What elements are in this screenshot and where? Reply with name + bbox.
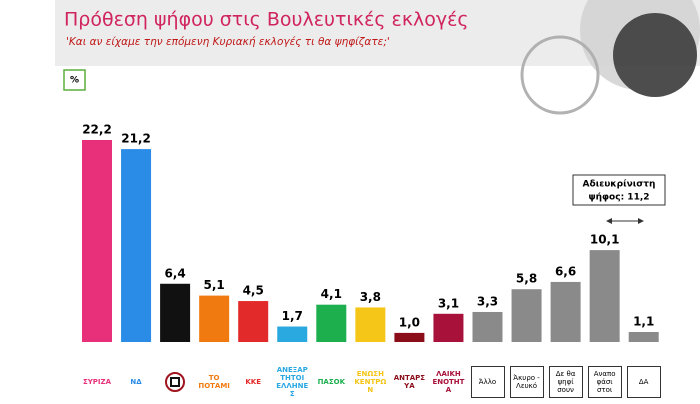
- chart-subtitle: 'Και αν είχαμε την επόμενη Κυριακή εκλογ…: [66, 36, 390, 48]
- bar: [394, 332, 425, 342]
- value-label: 4,1: [321, 287, 342, 301]
- value-label: 1,1: [633, 314, 654, 328]
- bar: [82, 140, 112, 342]
- value-label: 1,7: [282, 309, 303, 323]
- category-label: ΕΝΩΣΗ ΚΕΝΤΡΩΝ: [354, 370, 387, 394]
- unit-label: %: [70, 76, 79, 86]
- bar: [355, 307, 386, 342]
- category-label: ΑΝΕΞΑΡΤΗΤΟΙ ΕΛΛΗΝΕΣ: [276, 366, 309, 398]
- bar: [316, 304, 347, 342]
- bar: [589, 250, 620, 342]
- category-label: ΛΑΙΚΗ ΕΝΟΤΗΤΑ: [432, 370, 465, 394]
- value-label: 10,1: [590, 233, 620, 247]
- annotation: ψήφος: 11,2: [588, 193, 649, 203]
- category-label: ΝΔ: [130, 378, 142, 386]
- category-label: Δε θα ψηφί σουν: [548, 366, 583, 398]
- value-label: 21,2: [121, 132, 151, 146]
- bar: [550, 281, 581, 342]
- bar: [160, 283, 191, 342]
- category-label: ΠΑΣΟΚ: [317, 378, 346, 386]
- bar: [238, 301, 269, 342]
- bar: [277, 326, 308, 342]
- category-label: ΤΟ ΠΟΤΑΜΙ: [198, 374, 230, 390]
- value-label: 3,3: [477, 294, 498, 308]
- value-label: 4,5: [243, 284, 264, 298]
- value-label: 1,0: [399, 315, 420, 329]
- category-label: ΑΝΤΑΡΣΥΑ: [393, 374, 426, 390]
- bar: [199, 295, 230, 342]
- logo: [165, 372, 186, 392]
- category-label: ΚΚΕ: [245, 378, 261, 386]
- annotation-arrow: [606, 218, 644, 224]
- bar: [472, 311, 503, 342]
- header-decoration: [520, 0, 700, 115]
- bar: [628, 331, 659, 342]
- category-label: Άλλο: [470, 366, 505, 398]
- category-label: ΔΑ: [626, 366, 661, 398]
- annotation-box: [572, 174, 666, 206]
- value-label: 22,2: [82, 123, 112, 137]
- bar: [511, 289, 542, 342]
- chart-title: Πρόθεση ψήφου στις Βουλευτικές εκλογές: [64, 9, 469, 31]
- value-label: 5,8: [516, 272, 537, 286]
- category-label: Άκυρο - Λευκό: [509, 366, 544, 398]
- value-label: 3,8: [360, 290, 381, 304]
- category-label: [158, 366, 192, 398]
- value-label: 6,4: [164, 266, 185, 280]
- annotation: Αδιευκρίνιστη: [583, 179, 656, 190]
- category-label: ΣΥΡΙΖΑ: [82, 378, 112, 386]
- bar: [433, 313, 464, 342]
- bar: [121, 149, 152, 342]
- value-label: 6,6: [555, 264, 576, 278]
- value-label: 5,1: [204, 278, 225, 292]
- unit-box: [63, 69, 86, 91]
- value-label: 3,1: [438, 296, 459, 310]
- category-label: Αναπο φάσι στοι: [587, 366, 622, 398]
